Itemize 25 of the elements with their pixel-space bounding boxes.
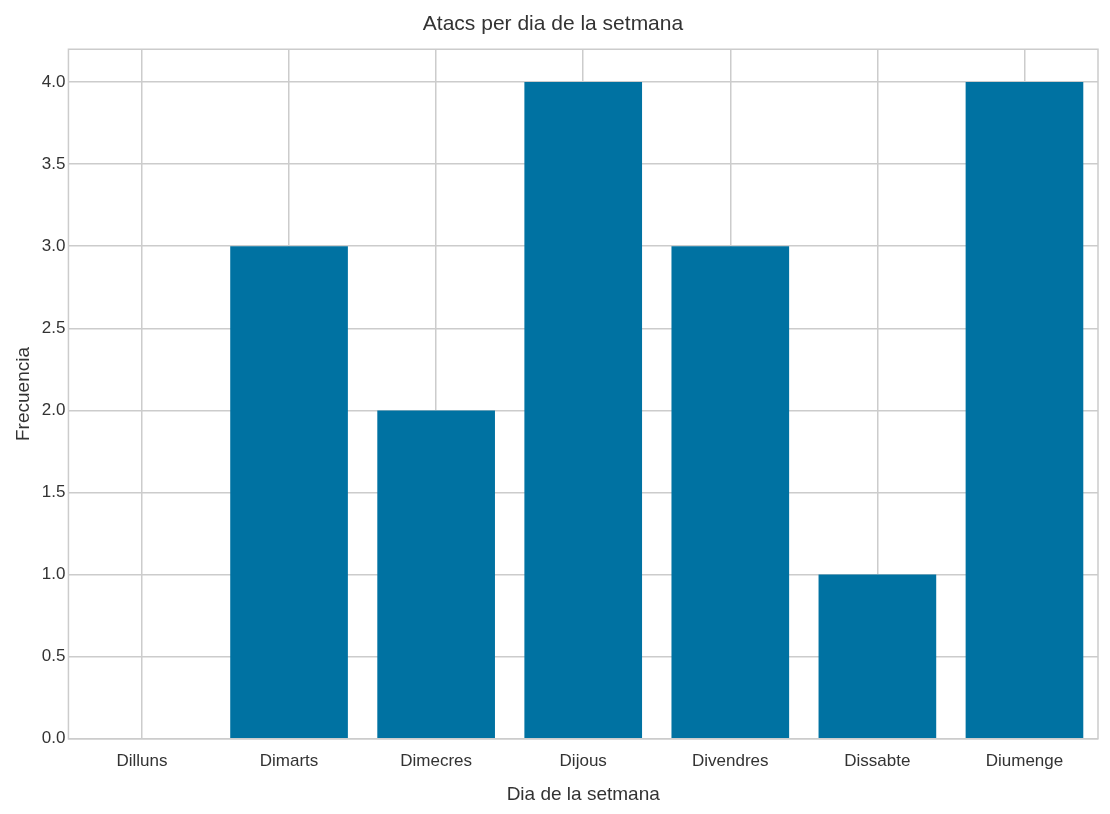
x-tick-label: Dilluns	[116, 750, 168, 770]
x-tick-label: Dimecres	[400, 750, 473, 770]
y-axis-title: Frecuencia	[11, 346, 33, 441]
bar	[965, 82, 1084, 739]
bar	[818, 574, 937, 739]
chart-title: Atacs per dia de la setmana	[422, 11, 684, 35]
x-tick-label: Dijous	[559, 750, 607, 770]
bar	[377, 410, 495, 739]
y-tick-label: 2.5	[41, 318, 66, 338]
x-tick-label: Dissabte	[844, 750, 911, 770]
y-tick-label: 1.0	[41, 564, 66, 584]
y-tick-label: 0.5	[41, 646, 66, 666]
x-tick-label: Divendres	[692, 750, 769, 770]
bar	[524, 82, 643, 739]
bar	[671, 246, 790, 739]
x-tick-label: Diumenge	[985, 750, 1064, 770]
y-tick-label: 4.0	[41, 71, 66, 91]
y-tick-label: 1.5	[41, 482, 66, 502]
y-tick-label: 2.0	[41, 400, 66, 420]
x-tick-label: Dimarts	[259, 750, 319, 770]
y-tick-label: 0.0	[41, 728, 66, 748]
bar	[230, 246, 348, 739]
x-axis-title: Dia de la setmana	[506, 782, 661, 804]
y-tick-label: 3.5	[41, 153, 66, 173]
y-tick-label: 3.0	[41, 235, 66, 255]
